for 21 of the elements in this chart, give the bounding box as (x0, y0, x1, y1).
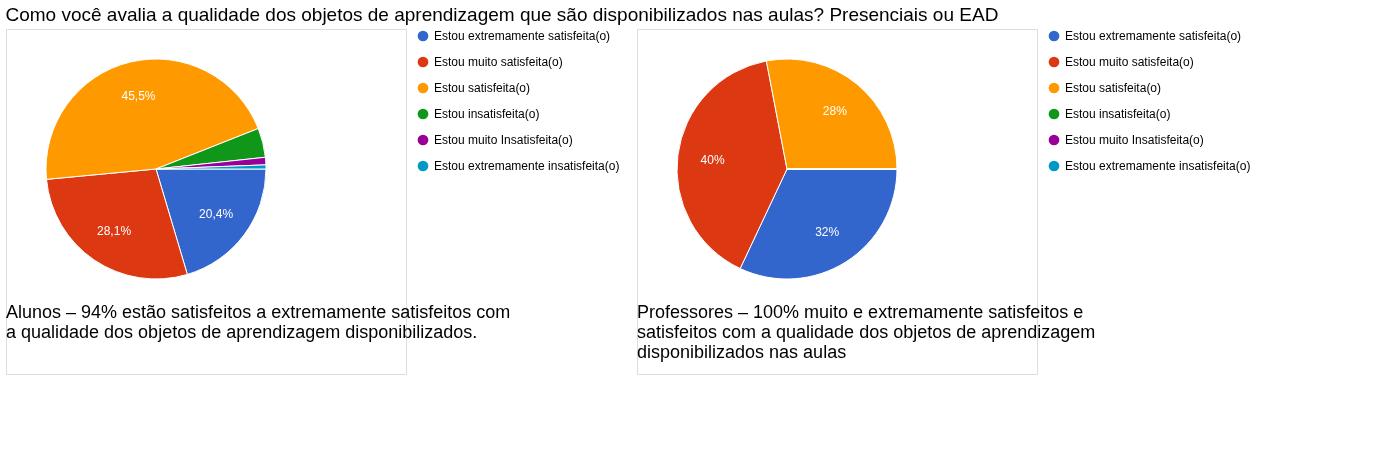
data-label: 20,4% (199, 206, 234, 221)
data-label: 40% (700, 152, 725, 167)
chart-title: Como você avalia a qualidade dos objetos de aprendizagem que são disponibilizados nas aulas? Presenciais ou EAD (5, 3, 999, 25)
legend-label: Estou extremamente insatisfeita(o) (434, 159, 620, 173)
data-label: 45,5% (121, 89, 156, 104)
text: Professores – 100% muito e extremamente satisfeitos e satisfeitos com a qualidade dos objetos de aprendizagem disponibilizados nas aulas (637, 302, 1096, 362)
legend-label: Estou extremamente satisfeita(o) (1065, 29, 1242, 43)
data-label: 28,1% (97, 224, 132, 239)
data-label: 28% (822, 104, 848, 119)
legend-label: Estou extremamente satisfeita(o) (434, 29, 611, 43)
legend-label: Estou muito satisfeita(o) (434, 55, 563, 69)
data-label: 32% (815, 225, 840, 240)
legend-label: Estou muito Insatisfeita(o) (434, 133, 573, 147)
legend-label: Estou insatisfeita(o) (434, 107, 540, 121)
legend-label: Estou satisfeita(o) (1065, 81, 1162, 95)
legend-label: Estou extremamente insatisfeita(o) (1065, 159, 1251, 173)
legend-label: Estou satisfeita(o) (434, 81, 531, 95)
legend-label: Estou muito Insatisfeita(o) (1065, 133, 1204, 147)
text: Alunos – 94% estão satisfeitos a extremamente satisfeitos com a qualidade dos objetos de aprendizagem disponibilizados. (6, 302, 511, 342)
legend-label: Estou muito satisfeita(o) (1065, 55, 1194, 69)
legend-label: Estou insatisfeita(o) (1065, 107, 1171, 121)
